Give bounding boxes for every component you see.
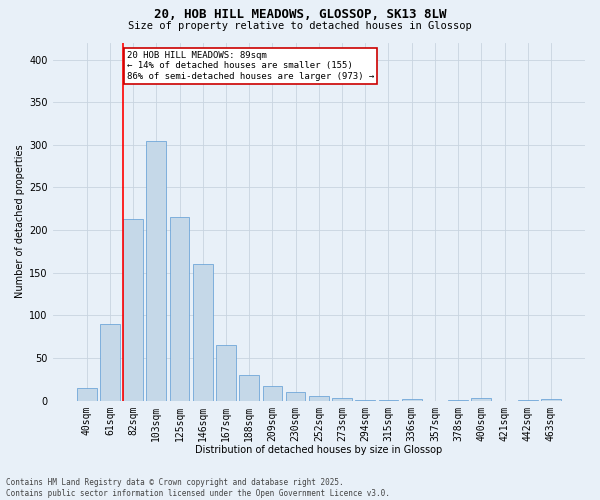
Bar <box>402 399 422 400</box>
Y-axis label: Number of detached properties: Number of detached properties <box>15 145 25 298</box>
Bar <box>216 346 236 401</box>
Bar <box>170 218 190 400</box>
X-axis label: Distribution of detached houses by size in Glossop: Distribution of detached houses by size … <box>195 445 442 455</box>
Text: Contains HM Land Registry data © Crown copyright and database right 2025.
Contai: Contains HM Land Registry data © Crown c… <box>6 478 390 498</box>
Text: 20, HOB HILL MEADOWS, GLOSSOP, SK13 8LW: 20, HOB HILL MEADOWS, GLOSSOP, SK13 8LW <box>154 8 446 20</box>
Bar <box>77 388 97 400</box>
Text: Size of property relative to detached houses in Glossop: Size of property relative to detached ho… <box>128 21 472 31</box>
Bar <box>193 264 212 400</box>
Bar <box>123 219 143 400</box>
Text: 20 HOB HILL MEADOWS: 89sqm
← 14% of detached houses are smaller (155)
86% of sem: 20 HOB HILL MEADOWS: 89sqm ← 14% of deta… <box>127 51 374 81</box>
Bar <box>472 398 491 400</box>
Bar <box>239 375 259 400</box>
Bar <box>309 396 329 400</box>
Bar <box>263 386 282 400</box>
Bar <box>100 324 120 400</box>
Bar <box>146 140 166 400</box>
Bar <box>541 399 561 400</box>
Bar <box>286 392 305 400</box>
Bar <box>332 398 352 400</box>
